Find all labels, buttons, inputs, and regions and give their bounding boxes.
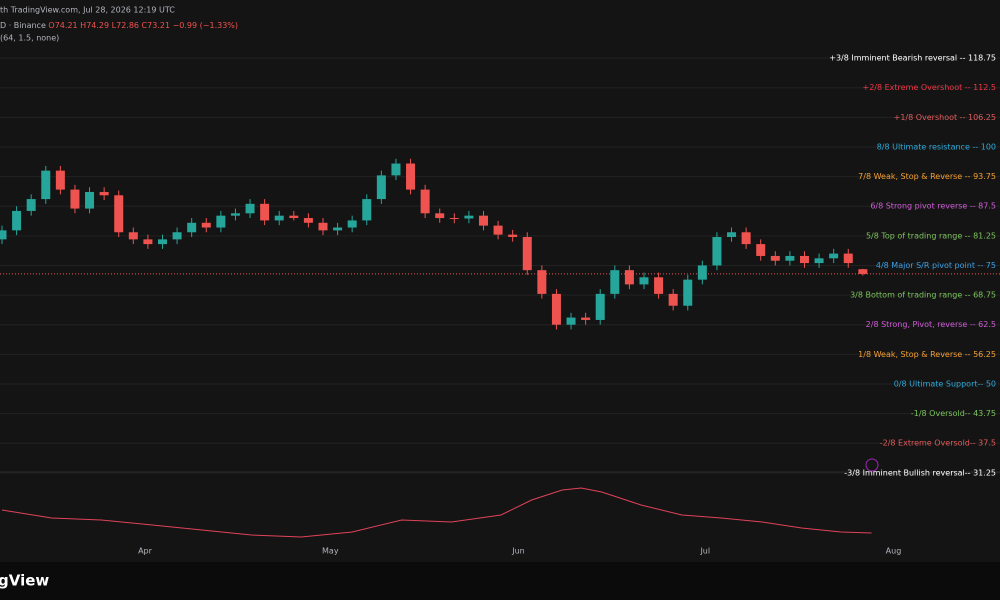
candle-body <box>260 203 270 221</box>
candle-body <box>143 239 153 245</box>
candle-body <box>508 234 518 237</box>
candle-body <box>843 253 853 264</box>
candle-body <box>697 265 707 280</box>
candle-body <box>727 232 737 237</box>
symbol: D · Binance <box>0 21 46 30</box>
candle-body <box>581 317 591 320</box>
candle-body <box>478 215 488 226</box>
candle-body <box>814 258 824 264</box>
candle-body <box>362 199 372 221</box>
candle-body <box>128 232 138 240</box>
candle-body <box>347 220 357 228</box>
candle-body <box>114 195 124 233</box>
candle-body <box>770 255 780 261</box>
candle-body <box>654 277 664 294</box>
candle-body <box>55 170 65 190</box>
level-label: -3/8 Imminent Bullish reversal-- 31.25 <box>844 468 996 477</box>
level-label: 2/8 Strong, Pivot, reverse -- 62.5 <box>866 320 996 329</box>
level-label: 8/8 Ultimate resistance -- 100 <box>877 142 996 151</box>
candle-body <box>799 255 809 264</box>
candle-body <box>668 293 678 306</box>
x-tick-label: Jul <box>699 547 710 556</box>
candle-body <box>595 293 605 320</box>
candle-body <box>245 203 255 214</box>
candle-body <box>333 227 343 231</box>
candle-body <box>187 222 197 233</box>
level-label: 6/8 Strong pivot reverse -- 87.5 <box>870 202 996 211</box>
candle-body <box>85 191 95 209</box>
candle-body <box>318 222 328 231</box>
candle-body <box>391 163 401 176</box>
candle-body <box>624 270 634 285</box>
candle-body <box>157 239 167 245</box>
change: −0.99 (−1.33%) <box>173 21 238 30</box>
candle-body <box>274 215 284 221</box>
candle-body <box>172 232 182 240</box>
candle-body <box>741 232 751 245</box>
candle-body <box>493 225 503 235</box>
candle-body <box>26 199 36 211</box>
symbol-line: D · Binance O74.21 H74.29 L72.86 C73.21 … <box>0 21 238 30</box>
candle-body <box>406 163 416 190</box>
candle-body <box>610 270 620 294</box>
x-tick-label: May <box>322 547 339 556</box>
candle-body <box>522 237 532 271</box>
x-tick-label: Jun <box>511 547 525 556</box>
candle-body <box>70 189 80 209</box>
level-label: -1/8 Oversold-- 43.75 <box>911 409 996 418</box>
candle-body <box>303 218 313 223</box>
x-tick-label: Apr <box>138 547 153 556</box>
candle-body <box>289 215 299 219</box>
candle-body <box>41 170 51 200</box>
candle-body <box>551 293 561 325</box>
candle-body <box>435 213 445 219</box>
close: C73.21 <box>142 21 171 30</box>
level-label: +1/8 Overshoot -- 106.25 <box>894 113 996 122</box>
candle-body <box>12 210 22 231</box>
footer-logo: gView <box>0 572 49 590</box>
candle-body <box>712 237 722 266</box>
low: L72.86 <box>112 21 139 30</box>
candle-body <box>201 222 211 228</box>
candle-body <box>230 213 240 216</box>
candle-body <box>0 230 7 240</box>
level-label: +2/8 Extreme Overshoot -- 112.5 <box>862 83 996 92</box>
candle-body <box>537 270 547 294</box>
alert-icon[interactable] <box>865 458 879 472</box>
footer-bar <box>0 562 1000 600</box>
candle-body <box>464 215 474 219</box>
high: H74.29 <box>80 21 109 30</box>
candle-body <box>566 317 576 325</box>
candle-body <box>785 255 795 261</box>
x-tick-label: Aug <box>886 547 902 556</box>
level-label: -2/8 Extreme Oversold-- 37.5 <box>880 439 996 448</box>
level-label: +3/8 Imminent Bearish reversal -- 118.75 <box>829 54 996 63</box>
candle-body <box>829 253 839 259</box>
candle-body <box>858 269 868 274</box>
candle-body <box>639 277 649 285</box>
candle-body <box>449 218 459 220</box>
level-label: 7/8 Weak, Stop & Reverse -- 93.75 <box>858 172 996 181</box>
candle-body <box>756 244 766 256</box>
indicator-settings: (64, 1.5, none) <box>0 34 59 43</box>
level-label: 5/8 Top of trading range -- 81.25 <box>866 231 996 240</box>
open: O74.21 <box>48 21 77 30</box>
candle-body <box>99 191 109 196</box>
source-text: th TradingView.com, Jul 28, 2026 12:19 U… <box>0 6 175 15</box>
level-label: 0/8 Ultimate Support-- 50 <box>894 379 996 388</box>
candle-body <box>420 189 430 214</box>
level-label: 3/8 Bottom of trading range -- 68.75 <box>850 291 996 300</box>
indicator-line <box>1 487 872 538</box>
candle-body <box>683 279 693 306</box>
candle-body <box>216 215 226 228</box>
candle-body <box>376 175 386 200</box>
level-label: 1/8 Weak, Stop & Reverse -- 56.25 <box>858 350 996 359</box>
level-label: 4/8 Major S/R pivot point -- 75 <box>876 261 996 270</box>
